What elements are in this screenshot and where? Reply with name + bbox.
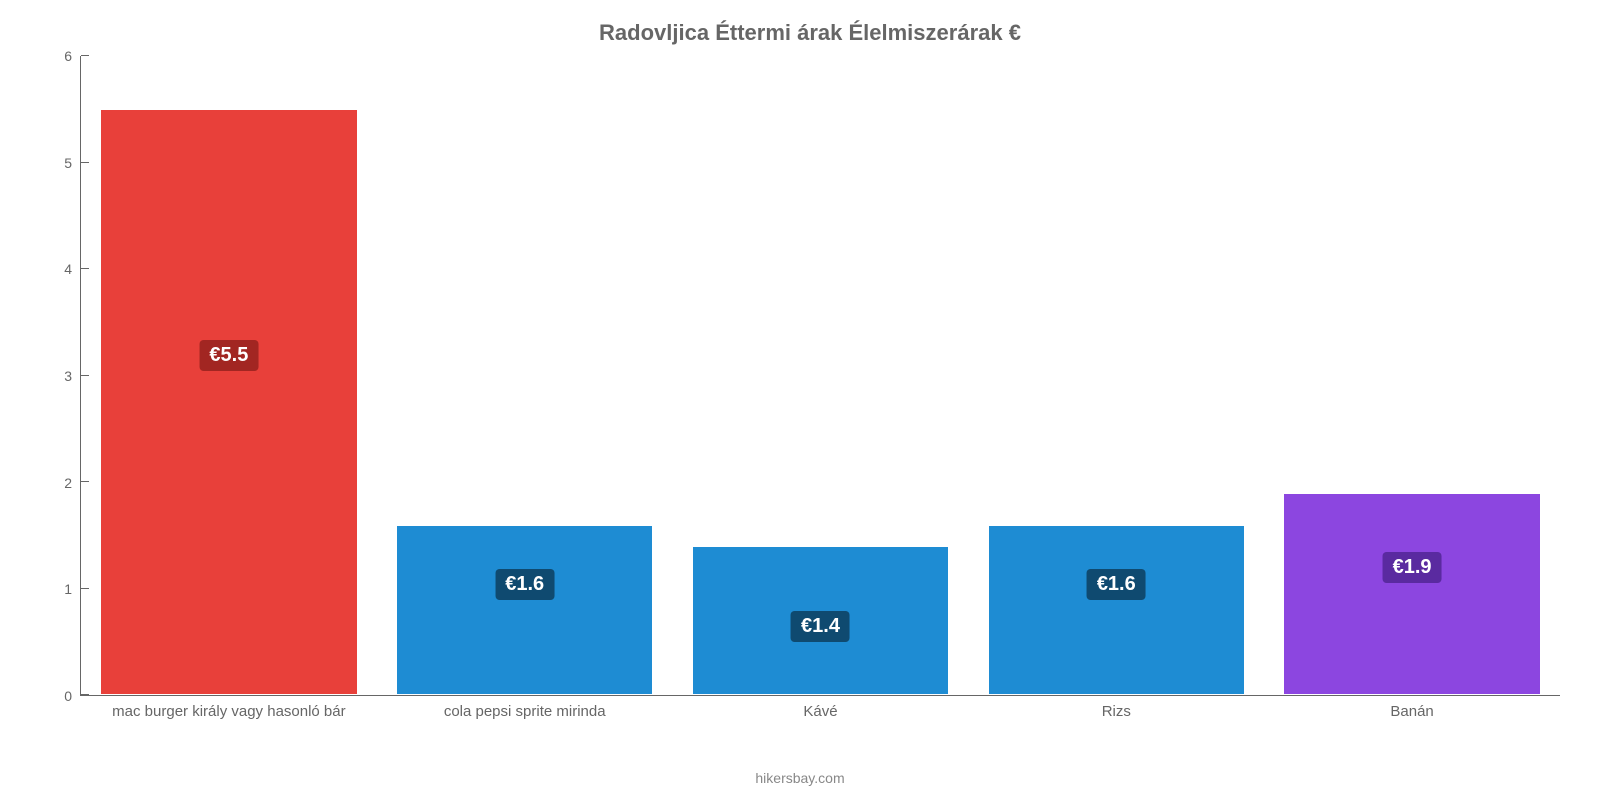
- chart-footer: hikersbay.com: [0, 770, 1600, 786]
- y-tick-label: 5: [42, 155, 72, 171]
- bar-value-label: €1.4: [791, 611, 850, 642]
- price-bar-chart: Radovljica Éttermi árak Élelmiszerárak €…: [0, 0, 1600, 800]
- x-axis-labels: mac burger király vagy hasonló bárcola p…: [81, 703, 1560, 720]
- bar: €1.4: [692, 546, 949, 695]
- x-axis-label: Kávé: [673, 703, 969, 720]
- y-tick-label: 3: [42, 368, 72, 384]
- bar-slot: €1.6: [968, 56, 1264, 695]
- y-tick-mark: [81, 375, 89, 376]
- x-axis-label: cola pepsi sprite mirinda: [377, 703, 673, 720]
- y-tick-label: 2: [42, 475, 72, 491]
- x-axis-label: mac burger király vagy hasonló bár: [81, 703, 377, 720]
- y-tick-mark: [81, 481, 89, 482]
- chart-title: Radovljica Éttermi árak Élelmiszerárak €: [60, 20, 1560, 46]
- bar-value-label: €5.5: [199, 340, 258, 371]
- y-axis: 0123456: [50, 56, 80, 696]
- bar-slot: €1.4: [673, 56, 969, 695]
- y-tick-mark: [81, 588, 89, 589]
- y-tick-mark: [81, 162, 89, 163]
- bar: €1.6: [396, 525, 653, 695]
- x-axis-label: Rizs: [968, 703, 1264, 720]
- bar-value-label: €1.9: [1383, 552, 1442, 583]
- bars-container: €5.5 €1.6 €1.4 €1.6 €1.9: [81, 56, 1560, 695]
- bar-slot: €5.5: [81, 56, 377, 695]
- y-tick-label: 6: [42, 48, 72, 64]
- plot: €5.5€1.6€1.4€1.6€1.9 mac burger király v…: [80, 56, 1560, 696]
- bar: €1.6: [988, 525, 1245, 695]
- y-tick-mark: [81, 694, 89, 695]
- bar-slot: €1.6: [377, 56, 673, 695]
- bar-value-label: €1.6: [495, 569, 554, 600]
- bar: €1.9: [1283, 493, 1540, 695]
- bar-value-label: €1.6: [1087, 569, 1146, 600]
- y-tick-label: 4: [42, 261, 72, 277]
- y-tick-mark: [81, 268, 89, 269]
- bar: €5.5: [100, 109, 357, 695]
- bar-slot: €1.9: [1264, 56, 1560, 695]
- y-tick-label: 0: [42, 688, 72, 704]
- x-axis-label: Banán: [1264, 703, 1560, 720]
- y-tick-mark: [81, 55, 89, 56]
- plot-area: 0123456 €5.5€1.6€1.4€1.6€1.9 mac burger …: [80, 56, 1560, 696]
- y-tick-label: 1: [42, 581, 72, 597]
